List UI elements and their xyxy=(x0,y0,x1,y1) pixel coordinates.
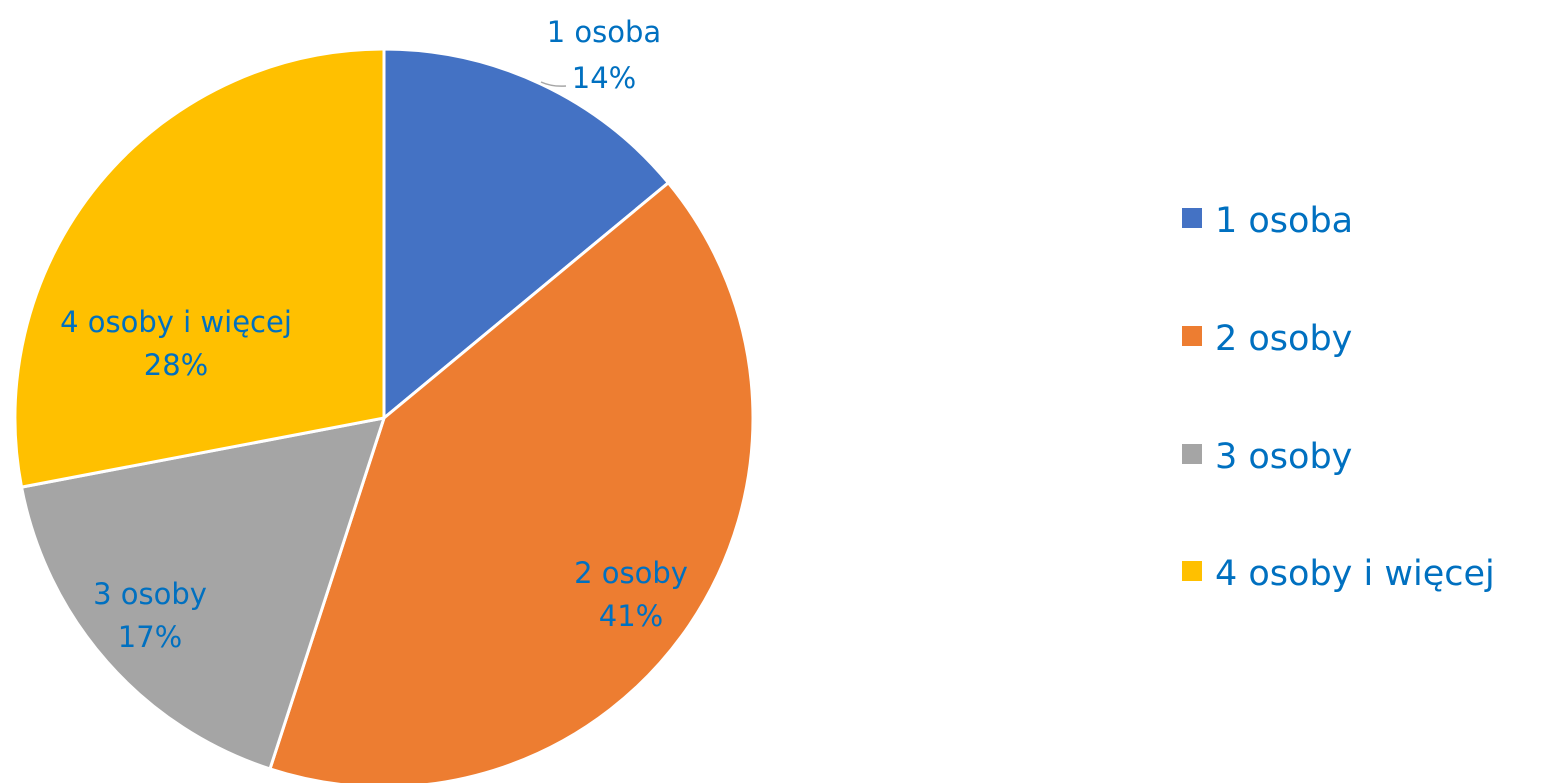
legend-item-1-osoba: 1 osoba xyxy=(1182,201,1353,241)
legend: 1 osoba 2 osoby 3 osoby 4 osoby i więcej xyxy=(1182,201,1495,594)
pie-slices xyxy=(13,47,755,783)
data-label-value-2: 17% xyxy=(118,620,182,654)
legend-label-2-osoby: 2 osoby xyxy=(1215,319,1352,359)
pie-slice-2-osoby xyxy=(268,181,755,783)
legend-label-1-osoba: 1 osoba xyxy=(1215,201,1353,241)
legend-label-4-osoby-i-wiecej: 4 osoby i więcej xyxy=(1215,554,1495,594)
legend-item-3-osoby: 3 osoby xyxy=(1182,437,1352,477)
legend-label-3-osoby: 3 osoby xyxy=(1215,437,1352,477)
pie-slice-1-osoba xyxy=(382,47,670,420)
data-label-name-1: 2 osoby xyxy=(574,556,688,590)
legend-swatch-2-osoby xyxy=(1182,326,1202,346)
legend-swatch-4-osoby-i-wiecej xyxy=(1182,561,1202,581)
data-label-value-1: 41% xyxy=(599,599,663,633)
legend-item-4-osoby-i-wiecej: 4 osoby i więcej xyxy=(1182,554,1495,594)
pie-slice-3-osoby xyxy=(20,416,386,771)
leader-line-1-osoba xyxy=(540,81,567,87)
data-label-name-3: 4 osoby i więcej xyxy=(60,305,292,339)
legend-item-2-osoby: 2 osoby xyxy=(1182,319,1352,359)
leader-lines xyxy=(540,81,567,87)
pie-slice-4-osoby-i-wiecej xyxy=(13,47,386,489)
data-label-value-3: 28% xyxy=(144,348,208,382)
legend-swatch-1-osoba xyxy=(1182,208,1202,228)
data-label-value-0: 14% xyxy=(572,61,636,95)
legend-swatch-3-osoby xyxy=(1182,444,1202,464)
data-label-name-2: 3 osoby xyxy=(93,577,207,611)
data-labels: 1 osoba 14% 2 osoby 41% 3 osoby 17% 4 os… xyxy=(60,15,688,654)
data-label-name-0: 1 osoba xyxy=(547,15,661,49)
